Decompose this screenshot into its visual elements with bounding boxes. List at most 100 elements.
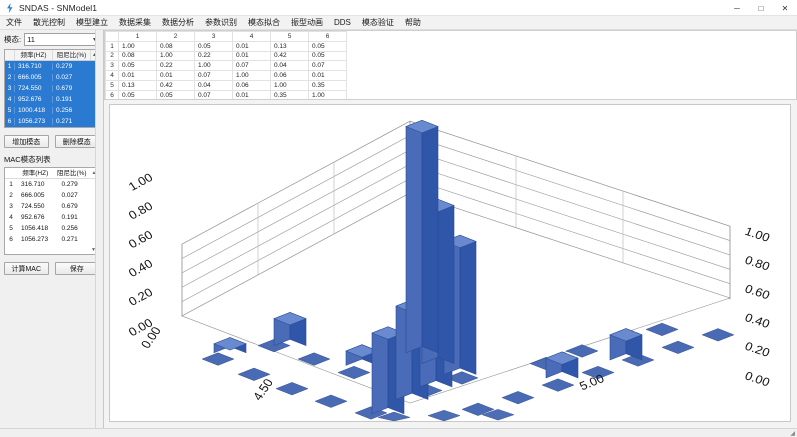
table-row[interactable]: 6 0.05 0.05 0.07 0.01 0.35 1.00: [105, 89, 347, 99]
mac-table-damp-header: 阻尼比(%): [56, 170, 87, 177]
add-mode-button[interactable]: 增加模态: [4, 135, 49, 148]
menu-mode-animation[interactable]: 振型动画: [291, 18, 323, 27]
menu-model-build[interactable]: 模型建立: [76, 18, 108, 27]
matrix-cell[interactable]: 0.35: [270, 89, 309, 99]
minimize-button[interactable]: ─: [734, 3, 740, 13]
table-row[interactable]: 3 0.05 0.22 1.00 0.07 0.04 0.07: [105, 60, 347, 72]
list-item[interactable]: 2 666.005 0.027: [5, 190, 98, 201]
menu-data-acquire[interactable]: 数据采集: [119, 18, 151, 27]
table-row[interactable]: 5 0.13 0.42 0.04 0.06 1.00 0.35: [105, 79, 347, 91]
matrix-cell[interactable]: 0.01: [118, 70, 157, 81]
list-item[interactable]: 4 952.676 0.191: [5, 212, 98, 223]
matrix-cell[interactable]: 1.00: [270, 79, 309, 91]
matrix-cell[interactable]: 0.07: [232, 60, 271, 72]
chart-bar: [273, 311, 307, 347]
left-panel-scrollbar[interactable]: [95, 30, 103, 428]
matrix-cell[interactable]: 1.00: [156, 50, 195, 62]
menu-data-analysis[interactable]: 数据分析: [162, 18, 194, 27]
resize-grip-icon[interactable]: ◢: [790, 430, 795, 437]
matrix-cell[interactable]: 0.05: [308, 40, 347, 52]
close-button[interactable]: ✕: [781, 3, 789, 13]
mac-table-scroll-down-icon[interactable]: ▼: [91, 247, 96, 253]
matrix-cell[interactable]: 0.04: [270, 60, 309, 72]
table-row[interactable]: 6 1056.273 0.271: [5, 116, 98, 127]
matrix-cell[interactable]: 1.00: [308, 89, 347, 99]
matrix-cell[interactable]: 0.05: [118, 60, 157, 72]
mac-matrix-grid[interactable]: 1 2 3 4 5 6 1 1.00 0.08 0.05 0.01 0.13: [104, 30, 797, 100]
matrix-cell[interactable]: 0.13: [118, 79, 157, 91]
menu-dds[interactable]: DDS: [334, 18, 351, 27]
matrix-cell[interactable]: 0.04: [194, 79, 233, 91]
matrix-cell[interactable]: 0.08: [118, 50, 157, 62]
table-row[interactable]: 2 0.08 1.00 0.22 0.01 0.42 0.05: [105, 50, 347, 62]
row-index: 2: [9, 192, 13, 199]
chart-bar: [213, 337, 247, 354]
matrix-cell[interactable]: 0.01: [156, 70, 195, 81]
table-row[interactable]: 1 316.710 0.279: [5, 61, 98, 72]
row-damp: 0.271: [61, 236, 78, 243]
mode-combobox[interactable]: 11 ▾: [24, 33, 99, 46]
matrix-cell[interactable]: 0.01: [232, 89, 271, 99]
matrix-cell[interactable]: 0.07: [308, 60, 347, 72]
matrix-cell[interactable]: 0.42: [156, 79, 195, 91]
table-row[interactable]: 3 724.550 0.679: [5, 83, 98, 94]
menu-modal-validate[interactable]: 模态验证: [361, 18, 394, 27]
row-damp: 0.279: [56, 63, 73, 70]
matrix-cell[interactable]: 0.06: [232, 79, 271, 91]
menu-param-identify[interactable]: 参数识别: [205, 18, 237, 27]
list-item[interactable]: 3 724.550 0.679: [5, 201, 98, 212]
matrix-cell[interactable]: 0.35: [308, 79, 347, 91]
row-index: 3: [5, 85, 15, 92]
matrix-cell[interactable]: 0.05: [194, 40, 233, 52]
matrix-cell[interactable]: 0.13: [270, 40, 309, 52]
matrix-cell[interactable]: 1.00: [232, 70, 271, 81]
table-row[interactable]: 4 952.676 0.191: [5, 94, 98, 105]
matrix-cell[interactable]: 0.01: [308, 70, 347, 81]
matrix-cell[interactable]: 0.42: [270, 50, 309, 62]
table-row[interactable]: 4 0.01 0.01 0.07 1.00 0.06 0.01: [105, 70, 347, 81]
matrix-cell[interactable]: 1.00: [118, 40, 157, 52]
list-item[interactable]: 5 1056.418 0.256: [5, 223, 98, 234]
save-button[interactable]: 保存: [54, 262, 99, 275]
row-freq: 952.676: [15, 96, 53, 103]
matrix-cell[interactable]: 0.22: [156, 60, 195, 72]
matrix-cell[interactable]: 0.05: [156, 89, 195, 99]
matrix-cell[interactable]: 0.08: [156, 40, 195, 52]
mode-table-scroll-up-icon[interactable]: ▲: [90, 50, 98, 60]
mac-3d-chart[interactable]: 1.00 0.80 0.60 0.40 0.20 0.00 1.00 0.80 …: [109, 104, 791, 422]
mode-table[interactable]: 频率(HZ) 阻尼比(%) ▲ 1 316.710 0.279 2 666.00…: [4, 49, 99, 128]
matrix-cell[interactable]: 0.01: [232, 50, 271, 62]
menu-file[interactable]: 文件: [6, 18, 22, 27]
matrix-cell[interactable]: 0.05: [118, 89, 157, 99]
menu-modal-fit[interactable]: 模态拟合: [248, 18, 280, 27]
row-freq: 316.710: [15, 63, 53, 70]
matrix-cell[interactable]: 0.07: [194, 70, 233, 81]
calc-mac-button[interactable]: 计算MAC: [4, 262, 49, 275]
row-freq: 1000.418: [15, 107, 53, 114]
table-row[interactable]: 5 1000.418 0.256: [5, 105, 98, 116]
row-freq: 1056.273: [15, 118, 53, 125]
table-row[interactable]: 2 666.005 0.027: [5, 72, 98, 83]
mac-matrix-table: 1 2 3 4 5 6 1 1.00 0.08 0.05 0.01 0.13: [105, 31, 347, 99]
list-item[interactable]: 6 1056.273 0.271: [5, 234, 98, 245]
mac-table[interactable]: 频率(HZ) 阻尼比(%) ▲ 1 316.710 0.279 2 666.00…: [4, 167, 99, 255]
list-item[interactable]: 1 316.710 0.279: [5, 179, 98, 190]
right-content-area: 1 2 3 4 5 6 1 1.00 0.08 0.05 0.01 0.13: [104, 30, 797, 428]
chart-bar-diagonal: [405, 119, 439, 354]
matrix-cell[interactable]: 1.00: [194, 60, 233, 72]
title-bar: SNDAS - SNModel1 ─ □ ✕: [0, 0, 797, 16]
matrix-cell[interactable]: 0.22: [194, 50, 233, 62]
matrix-cell[interactable]: 0.01: [232, 40, 271, 52]
menu-light-control[interactable]: 散光控制: [33, 18, 65, 27]
maximize-button[interactable]: □: [758, 3, 764, 13]
row-freq: 724.550: [21, 203, 45, 210]
menu-help[interactable]: 帮助: [404, 18, 421, 27]
delete-mode-button[interactable]: 删除模态: [54, 135, 99, 148]
row-damp: 0.679: [61, 203, 78, 210]
matrix-col-header: 1: [118, 31, 157, 42]
table-row[interactable]: 1 1.00 0.08 0.05 0.01 0.13 0.05: [105, 40, 347, 52]
matrix-cell[interactable]: 0.07: [194, 89, 233, 99]
mac-table-scroll-up-icon[interactable]: ▲: [91, 170, 97, 176]
matrix-cell[interactable]: 0.06: [270, 70, 309, 81]
matrix-cell[interactable]: 0.05: [308, 50, 347, 62]
